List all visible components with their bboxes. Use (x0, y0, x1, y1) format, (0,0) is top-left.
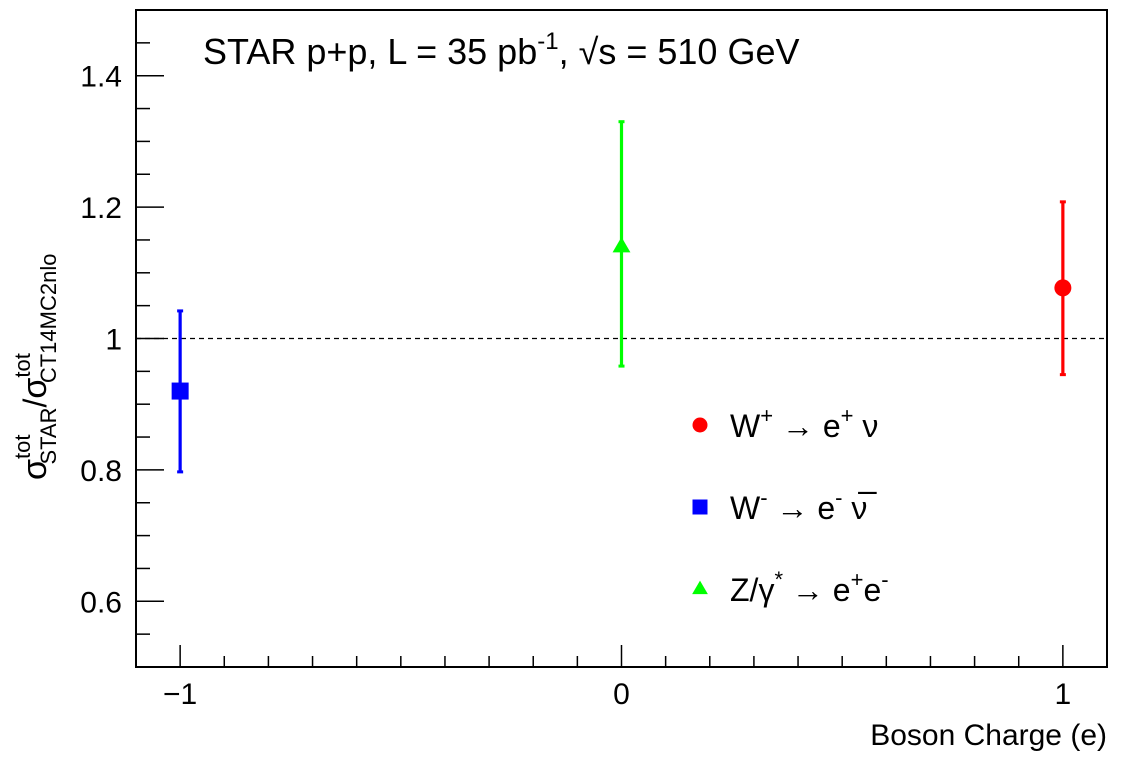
chart-text: 0.6 0.8 1 1.2 1.4 −1 0 1 STAR p+p, L = 35 pb-1, … (10, 28, 1107, 752)
legend-marker-triangle (692, 580, 708, 595)
x-axis-title: Boson Charge (e) (870, 719, 1107, 752)
y-tick-label: 1.4 (80, 61, 122, 94)
legend: W+ → e+ ν W- → e- ν̅ Z/γ* → e+e- (692, 403, 889, 608)
legend-label: W+ → e+ ν (730, 403, 878, 444)
x-tick-label: −1 (163, 678, 197, 711)
y-tick-label: 0.6 (80, 586, 122, 619)
x-tick-label: 0 (613, 678, 630, 711)
data-point-circle (1054, 279, 1072, 297)
data-point-square (171, 382, 189, 400)
y-tick-label: 1 (105, 324, 122, 357)
y-tick-label: 1.2 (80, 192, 122, 225)
y-axis-title: σtotSTAR/σtotCT14MC2nlo (10, 254, 61, 480)
data-points (171, 120, 1072, 474)
legend-label: Z/γ* → e+e- (730, 567, 889, 608)
legend-marker-circle (692, 417, 708, 433)
data-point-triangle (612, 237, 631, 253)
y-tick-label: 0.8 (80, 455, 122, 488)
chart-title: STAR p+p, L = 35 pb-1, √s = 510 GeV (203, 28, 799, 72)
legend-label: W- → e- ν̅ (730, 485, 877, 526)
legend-marker-square (692, 499, 708, 515)
x-tick-label: 1 (1055, 678, 1072, 711)
